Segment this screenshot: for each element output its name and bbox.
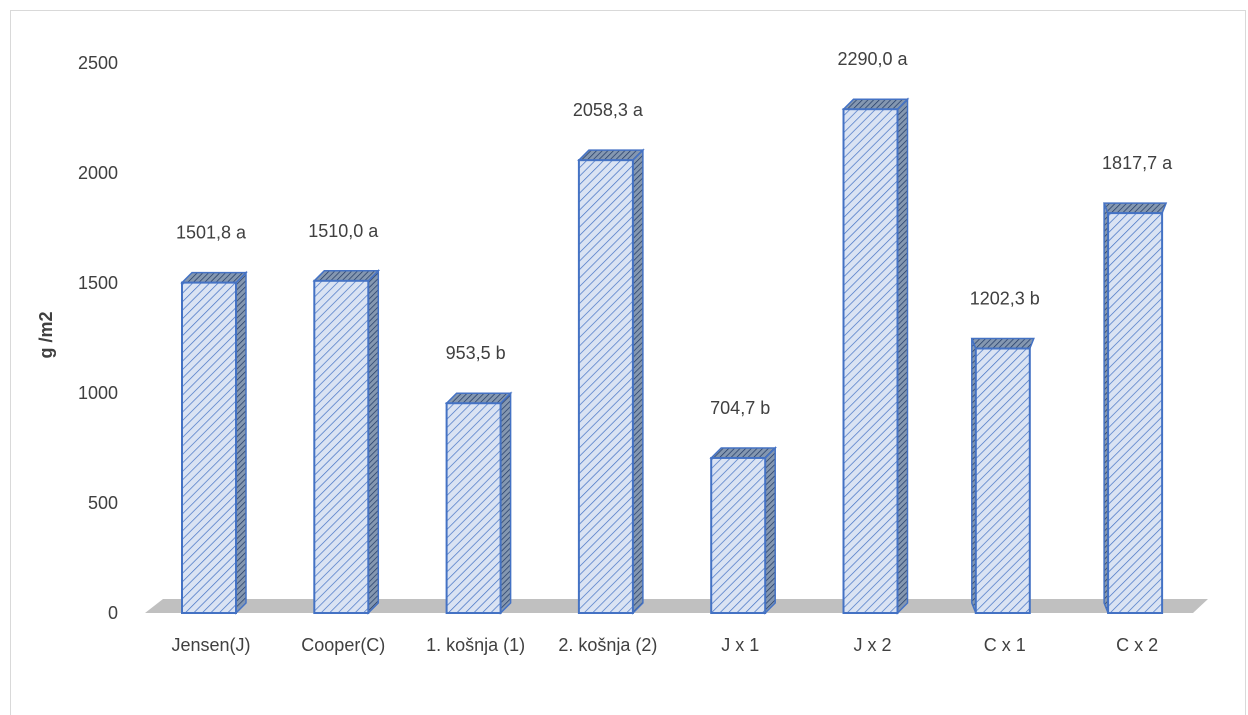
bar	[709, 446, 778, 615]
y-tick-label: 2500	[78, 53, 118, 73]
category-label: J x 2	[853, 635, 891, 655]
bar	[180, 270, 248, 615]
bar-top-face	[841, 98, 910, 110]
bar-side-face	[367, 268, 380, 615]
bar-top-face	[180, 271, 248, 284]
data-label: 1817,7 a	[1102, 153, 1173, 173]
category-label: Jensen(J)	[171, 635, 250, 655]
chart-floor	[145, 599, 1208, 613]
category-label: C x 2	[1116, 635, 1158, 655]
chart-frame	[10, 10, 1246, 715]
bar-front-face	[181, 281, 237, 614]
bar-top-face	[312, 270, 381, 282]
bar	[1102, 202, 1168, 615]
bar	[444, 391, 513, 615]
bar-side-face	[896, 97, 909, 615]
bar	[841, 97, 910, 615]
bar-side-face	[499, 391, 512, 615]
y-axis-label: g /m2	[36, 311, 56, 358]
category-label: J x 1	[721, 635, 759, 655]
bar-front-face	[710, 456, 767, 614]
data-label: 704,7 b	[710, 398, 770, 418]
data-label: 2290,0 a	[837, 49, 908, 69]
bar	[312, 268, 381, 615]
data-label: 1501,8 a	[176, 223, 247, 243]
bar-top-face	[444, 392, 513, 404]
category-label: Cooper(C)	[301, 635, 385, 655]
bar-top-face	[709, 447, 778, 459]
bar-front-face	[577, 159, 634, 614]
y-tick-label: 0	[108, 603, 118, 623]
category-label: C x 1	[984, 635, 1026, 655]
data-label: 953,5 b	[446, 343, 506, 363]
bar-front-face	[842, 108, 899, 614]
y-tick-label: 2000	[78, 163, 118, 183]
y-tick-label: 1500	[78, 273, 118, 293]
y-tick-label: 1000	[78, 383, 118, 403]
category-label: 2. košnja (2)	[558, 635, 657, 655]
bar-side-face	[632, 148, 644, 615]
data-label: 1202,3 b	[970, 288, 1040, 308]
bar-top-face	[577, 149, 645, 161]
bar-top-face	[1102, 202, 1168, 214]
data-label: 2058,3 a	[573, 100, 644, 120]
bar-top-face	[970, 337, 1035, 350]
bar-front-face	[445, 402, 502, 615]
bar-front-face	[313, 279, 370, 614]
bar	[577, 148, 645, 615]
category-label: 1. košnja (1)	[426, 635, 525, 655]
bar-side-face	[235, 270, 247, 615]
y-tick-label: 500	[88, 493, 118, 513]
data-label: 1510,0 a	[308, 221, 379, 241]
bar-front-face	[974, 347, 1031, 614]
bar	[970, 337, 1035, 614]
bar-front-face	[1107, 212, 1164, 615]
bar-side-face	[764, 446, 776, 615]
